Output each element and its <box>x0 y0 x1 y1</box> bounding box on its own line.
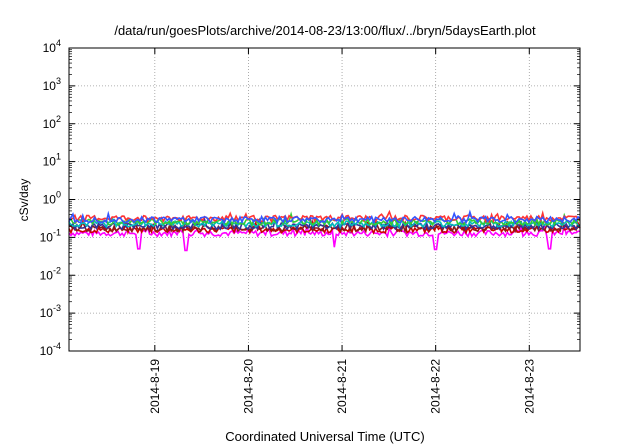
x-tick-label: 2014-8-20 <box>241 359 255 414</box>
x-tick-label: 2014-8-22 <box>429 359 443 414</box>
x-tick-label: 2014-8-21 <box>335 359 349 414</box>
y-tick-label: 101 <box>43 152 61 169</box>
series-line <box>68 223 581 252</box>
y-axis-label: cSv/day <box>17 179 31 222</box>
series-layer <box>68 209 581 252</box>
series-line <box>68 211 581 228</box>
y-tick-label: 103 <box>43 76 61 93</box>
y-axis: 10-4 10-3 10-2 10-1 100 101 102 103 104 <box>40 38 580 358</box>
y-tick-label: 102 <box>43 114 61 131</box>
y-tick-label: 104 <box>43 38 61 55</box>
x-axis: 2014-8-19 2014-8-20 2014-8-21 2014-8-22 2014… <box>148 48 536 414</box>
y-tick-label: 10-2 <box>40 265 61 282</box>
y-tick-label: 10-3 <box>40 303 61 320</box>
y-tick-label: 100 <box>43 190 61 207</box>
series-line <box>68 209 581 225</box>
chart-title: /data/run/goesPlots/archive/2014-08-23/1… <box>114 23 536 38</box>
x-axis-label: Coordinated Universal Time (UTC) <box>225 429 424 444</box>
y-tick-label: 10-4 <box>40 341 61 358</box>
x-tick-label: 2014-8-23 <box>522 359 536 414</box>
x-tick-label: 2014-8-19 <box>148 359 162 414</box>
grid <box>69 48 580 351</box>
y-tick-label: 10-1 <box>40 227 61 244</box>
